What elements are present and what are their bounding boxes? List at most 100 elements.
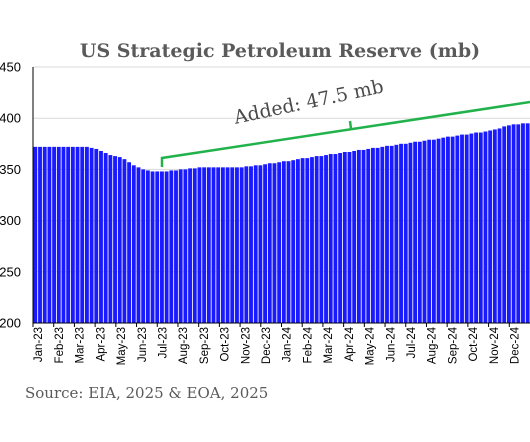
bar xyxy=(483,131,488,323)
bar xyxy=(38,146,42,323)
bar xyxy=(47,146,52,323)
bar xyxy=(263,164,268,323)
bar xyxy=(206,167,211,323)
annotation-center-tick xyxy=(348,120,353,130)
bar xyxy=(431,139,436,323)
bar xyxy=(192,168,197,323)
y-tick-label: 300 xyxy=(0,213,21,228)
bar xyxy=(136,167,141,323)
bar xyxy=(99,150,103,323)
bar xyxy=(244,166,249,323)
bar xyxy=(324,155,328,323)
bar xyxy=(155,171,160,323)
bar xyxy=(488,130,493,323)
bar xyxy=(188,168,192,323)
x-tick-label: Dec-23 xyxy=(261,327,273,364)
bar xyxy=(235,167,239,323)
x-tick-label: Jul-23 xyxy=(157,327,169,358)
bar xyxy=(328,154,333,323)
bar xyxy=(66,146,71,323)
bar xyxy=(441,137,446,323)
x-axis: Jan-23 Feb-23 Mar-23 Apr-23 May-23 Jun-23 Jul-… xyxy=(32,322,530,365)
y-tick-label: 400 xyxy=(0,111,21,126)
annotation-label: Added: 47.5 mb xyxy=(231,76,386,129)
bar xyxy=(145,170,150,323)
bar xyxy=(497,128,502,323)
bar xyxy=(460,134,464,323)
x-tick-label: Jun-23 xyxy=(137,327,149,362)
bar xyxy=(291,160,296,323)
bar xyxy=(70,146,75,323)
bar xyxy=(75,146,80,323)
bar xyxy=(319,156,324,323)
x-tick-label: Feb-23 xyxy=(54,327,66,363)
bar xyxy=(131,165,136,323)
bar xyxy=(174,170,178,323)
bar xyxy=(277,162,282,323)
y-tick-label: 250 xyxy=(0,264,21,279)
bar xyxy=(450,136,455,323)
bar xyxy=(164,171,169,323)
x-tick-label: Sep-24 xyxy=(447,326,459,364)
bar xyxy=(506,125,511,323)
bar xyxy=(220,167,225,323)
bar xyxy=(33,146,38,323)
y-tick-label: 200 xyxy=(0,316,21,331)
bar xyxy=(202,167,207,323)
bar xyxy=(375,147,380,323)
bar xyxy=(516,124,521,324)
x-tick-label: Jan-23 xyxy=(33,327,45,362)
bar xyxy=(385,145,389,323)
x-tick-label: Oct-24 xyxy=(468,326,480,361)
bar xyxy=(211,167,216,323)
bar xyxy=(122,159,127,323)
bar xyxy=(103,153,108,323)
bar xyxy=(61,146,66,323)
bar xyxy=(225,167,230,323)
annotation-bracket xyxy=(160,100,530,167)
x-tick-label: Nov-23 xyxy=(240,327,252,364)
x-tick-label: Jun-24 xyxy=(385,326,397,362)
bar xyxy=(295,159,300,323)
bar xyxy=(356,149,361,323)
bar xyxy=(464,134,469,323)
bar xyxy=(352,150,357,323)
x-tick-label: Apr-23 xyxy=(95,327,107,362)
x-tick-label: Sep-23 xyxy=(199,327,211,364)
bar xyxy=(94,148,99,323)
bar xyxy=(342,151,347,323)
bar xyxy=(361,149,366,323)
bar xyxy=(338,153,343,323)
bar xyxy=(380,146,385,323)
x-tick-label: Nov-24 xyxy=(489,326,501,364)
bar xyxy=(267,163,272,323)
bar xyxy=(394,144,399,323)
bar xyxy=(521,123,525,323)
bar xyxy=(56,146,61,323)
bar xyxy=(525,123,530,323)
bar xyxy=(310,157,314,323)
bar xyxy=(253,165,258,323)
x-tick-label: Mar-23 xyxy=(75,327,87,363)
x-tick-label: Oct-23 xyxy=(220,327,232,362)
bar xyxy=(502,126,507,323)
bar xyxy=(84,146,89,323)
bar xyxy=(178,169,183,323)
x-tick-label: Apr-24 xyxy=(344,326,356,361)
bar xyxy=(286,161,291,323)
bar xyxy=(474,132,479,323)
source-note: Source: EIA, 2025 & EOA, 2025 xyxy=(25,384,268,402)
bar xyxy=(108,155,113,323)
bar xyxy=(469,133,474,323)
bar xyxy=(281,161,286,323)
y-tick-label: 450 xyxy=(0,60,21,75)
bar xyxy=(333,154,338,323)
bar xyxy=(305,158,310,323)
bar xyxy=(197,167,202,323)
bar xyxy=(113,156,117,323)
bar xyxy=(427,139,432,323)
bar xyxy=(413,141,418,323)
bar xyxy=(127,162,132,323)
